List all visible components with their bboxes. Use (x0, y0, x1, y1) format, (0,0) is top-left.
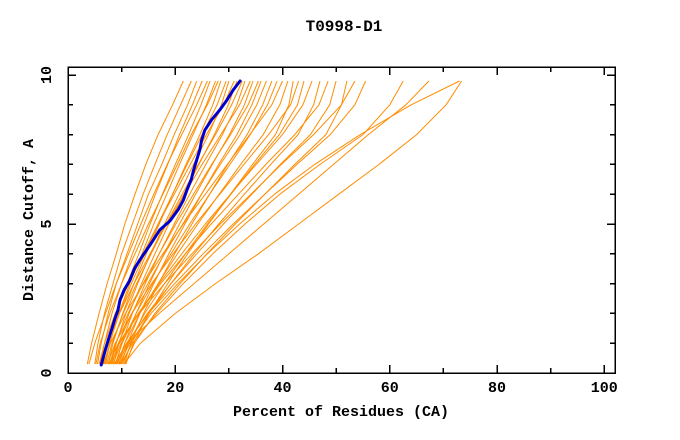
highlight-curve (99, 79, 242, 367)
model-curve (98, 80, 235, 365)
model-curve (120, 80, 305, 365)
model-curve (120, 80, 404, 365)
model-curve (121, 80, 262, 365)
plot-frame (67, 66, 616, 374)
model-curve (88, 80, 208, 365)
model-curve (97, 80, 198, 365)
model-curve (86, 80, 184, 365)
model-curve (107, 80, 300, 365)
y-axis-label: Distance Cutoff, A (21, 139, 38, 301)
y-tick-label: 5 (39, 220, 56, 229)
y-tick-label: 10 (39, 66, 56, 84)
x-tick-label: 80 (488, 380, 506, 397)
x-tick-label: 40 (274, 380, 292, 397)
model-curve (102, 80, 211, 365)
model-curve (116, 80, 289, 365)
model-curve (119, 80, 460, 365)
x-tick-label: 100 (591, 380, 618, 397)
model-curve (124, 80, 348, 365)
model-curve (123, 80, 463, 365)
model-curve (95, 80, 219, 365)
model-curve (113, 80, 430, 365)
x-tick-label: 60 (381, 380, 399, 397)
x-tick-label: 20 (166, 380, 184, 397)
model-curve (99, 80, 203, 365)
x-tick-label: 0 (63, 380, 72, 397)
model-curve (108, 80, 356, 365)
model-curve (109, 80, 259, 365)
y-tick-label: 0 (39, 368, 56, 377)
model-curve (115, 80, 367, 365)
series-layer (86, 79, 463, 367)
x-axis-label: Percent of Residues (CA) (233, 404, 449, 421)
model-curve (111, 80, 267, 365)
axes-layer: 0 20 40 60 80 100 0 5 10 (39, 66, 618, 397)
chart-title: T0998-D1 (306, 18, 383, 36)
model-curve (102, 80, 283, 365)
